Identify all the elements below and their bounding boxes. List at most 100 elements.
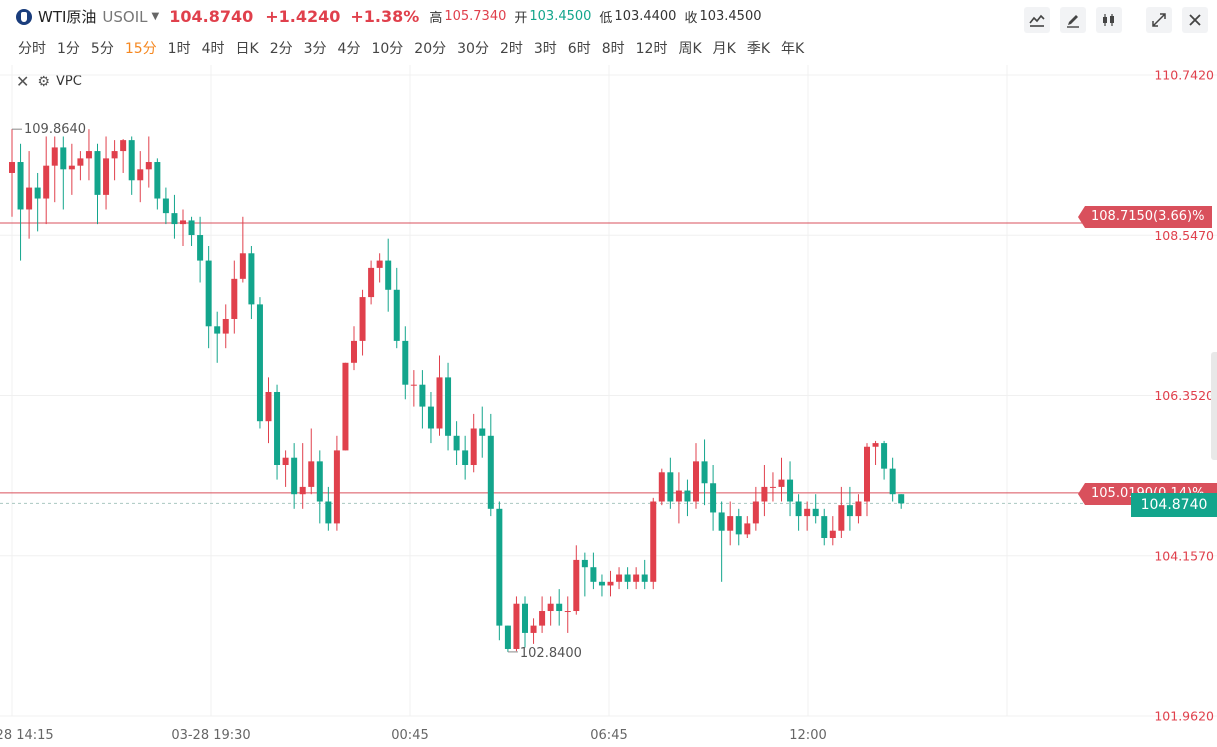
candle-body [693,461,699,502]
candle-body [205,260,212,327]
period-tab[interactable]: 1时 [167,41,191,57]
symbol-name[interactable]: WTI原油 [38,8,97,26]
ref-tag-pointer [1078,483,1085,505]
candle-body [821,516,828,539]
x-tick-label: 06:45 [590,728,627,743]
candle-body [624,574,631,582]
ref-line-label-1: 108.7150(3.66)% [1085,206,1213,228]
candle-body [274,391,281,466]
candle-body [496,508,503,626]
period-tab[interactable]: 年K [781,41,805,57]
period-tab[interactable]: 分时 [18,41,46,57]
period-tab[interactable]: 日K [235,41,259,57]
remove-indicator-icon[interactable]: ✕ [16,72,30,91]
candle-body [846,505,853,517]
period-tab[interactable]: 20分 [414,41,447,57]
chevron-down-icon[interactable]: ▼ [151,11,160,22]
candle-body [128,140,135,181]
candle-body [376,260,383,268]
period-tab[interactable]: 3时 [533,41,557,57]
chart-type-button[interactable] [1024,7,1050,33]
x-tick-label: 12:00 [789,728,826,743]
min-price-label: 102.8400 [520,646,582,661]
draw-button[interactable] [1060,7,1086,33]
period-tab[interactable]: 8时 [601,41,625,57]
candle-body [214,326,221,334]
period-tab[interactable]: 5分 [90,41,114,57]
period-tab[interactable]: 季K [746,41,771,57]
header: WTI原油 USOIL ▼ 104.8740 +1.4240 +1.38% 高 … [0,0,1217,36]
candle-body [513,603,520,649]
candle-body [248,253,255,305]
price-change-pct: +1.38% [350,7,420,26]
candle-body [667,472,674,502]
candle-body [26,187,33,210]
candle-body [162,198,169,214]
x-tick-label: 03-28 14:15 [0,728,54,743]
candle-body [60,147,67,170]
period-tab[interactable]: 6时 [567,41,591,57]
candle-body [402,340,409,385]
close-button[interactable] [1182,7,1208,33]
side-panel-handle[interactable] [1211,352,1217,460]
price-change: +1.4240 [265,7,341,26]
period-tab[interactable]: 月K [712,41,736,57]
candle-body [94,151,101,195]
period-tab[interactable]: 1分 [57,41,80,57]
candle-body [769,486,776,488]
candle-body [393,289,400,341]
candle-body [436,377,443,429]
candle-body [522,603,528,633]
candle-body [590,567,597,582]
chart-tools [1014,7,1208,33]
candle-body [470,428,477,466]
gear-icon[interactable]: ⚙ [37,73,50,90]
candle-body [316,461,323,502]
candle-body [504,625,511,649]
symbol-code[interactable]: USOIL [102,7,148,26]
period-tab[interactable]: 4分 [337,41,361,57]
candle-body [684,490,691,502]
close-value: 103.4500 [699,9,762,24]
period-tab[interactable]: 10分 [371,41,404,57]
candle-body [103,158,110,195]
candle-style-button[interactable] [1096,7,1122,33]
period-tab[interactable]: 3分 [303,41,327,57]
candle-body [291,457,298,495]
period-tab[interactable]: 周K [678,41,702,57]
period-tab[interactable]: 30分 [457,41,489,57]
candle-body [727,516,734,531]
candle-body [308,461,315,487]
candle-body [564,611,571,613]
candle-body [718,512,725,531]
fullscreen-button[interactable] [1146,7,1172,33]
period-tab[interactable]: 2分 [269,41,293,57]
period-tab[interactable]: 15分 [124,41,157,57]
y-tick-label: 106.3520 [1154,388,1214,403]
candle-body [445,377,452,436]
candle-body [351,340,357,363]
candle-body [787,479,794,502]
x-tick-label: 03-28 19:30 [171,728,250,743]
candle-body [479,428,486,436]
candle-body [487,435,494,509]
candle-body [581,559,588,568]
close-icon [1189,14,1201,26]
candle-body [778,479,785,487]
period-tab[interactable]: 12时 [635,41,668,57]
candle-body [188,220,195,236]
candle-body [68,165,75,170]
candle-body [9,162,15,173]
candle-body [607,581,614,586]
y-tick-label: 101.9620 [1154,709,1214,724]
candle-style-icon [1103,14,1114,26]
candle-body [598,581,605,586]
candle-body [453,435,460,451]
candle-body [359,297,366,341]
candle-body [342,362,349,451]
period-tab[interactable]: 2时 [499,41,523,57]
candle-body [864,446,870,502]
candle-body [43,165,50,199]
period-tab[interactable]: 4时 [201,41,225,57]
